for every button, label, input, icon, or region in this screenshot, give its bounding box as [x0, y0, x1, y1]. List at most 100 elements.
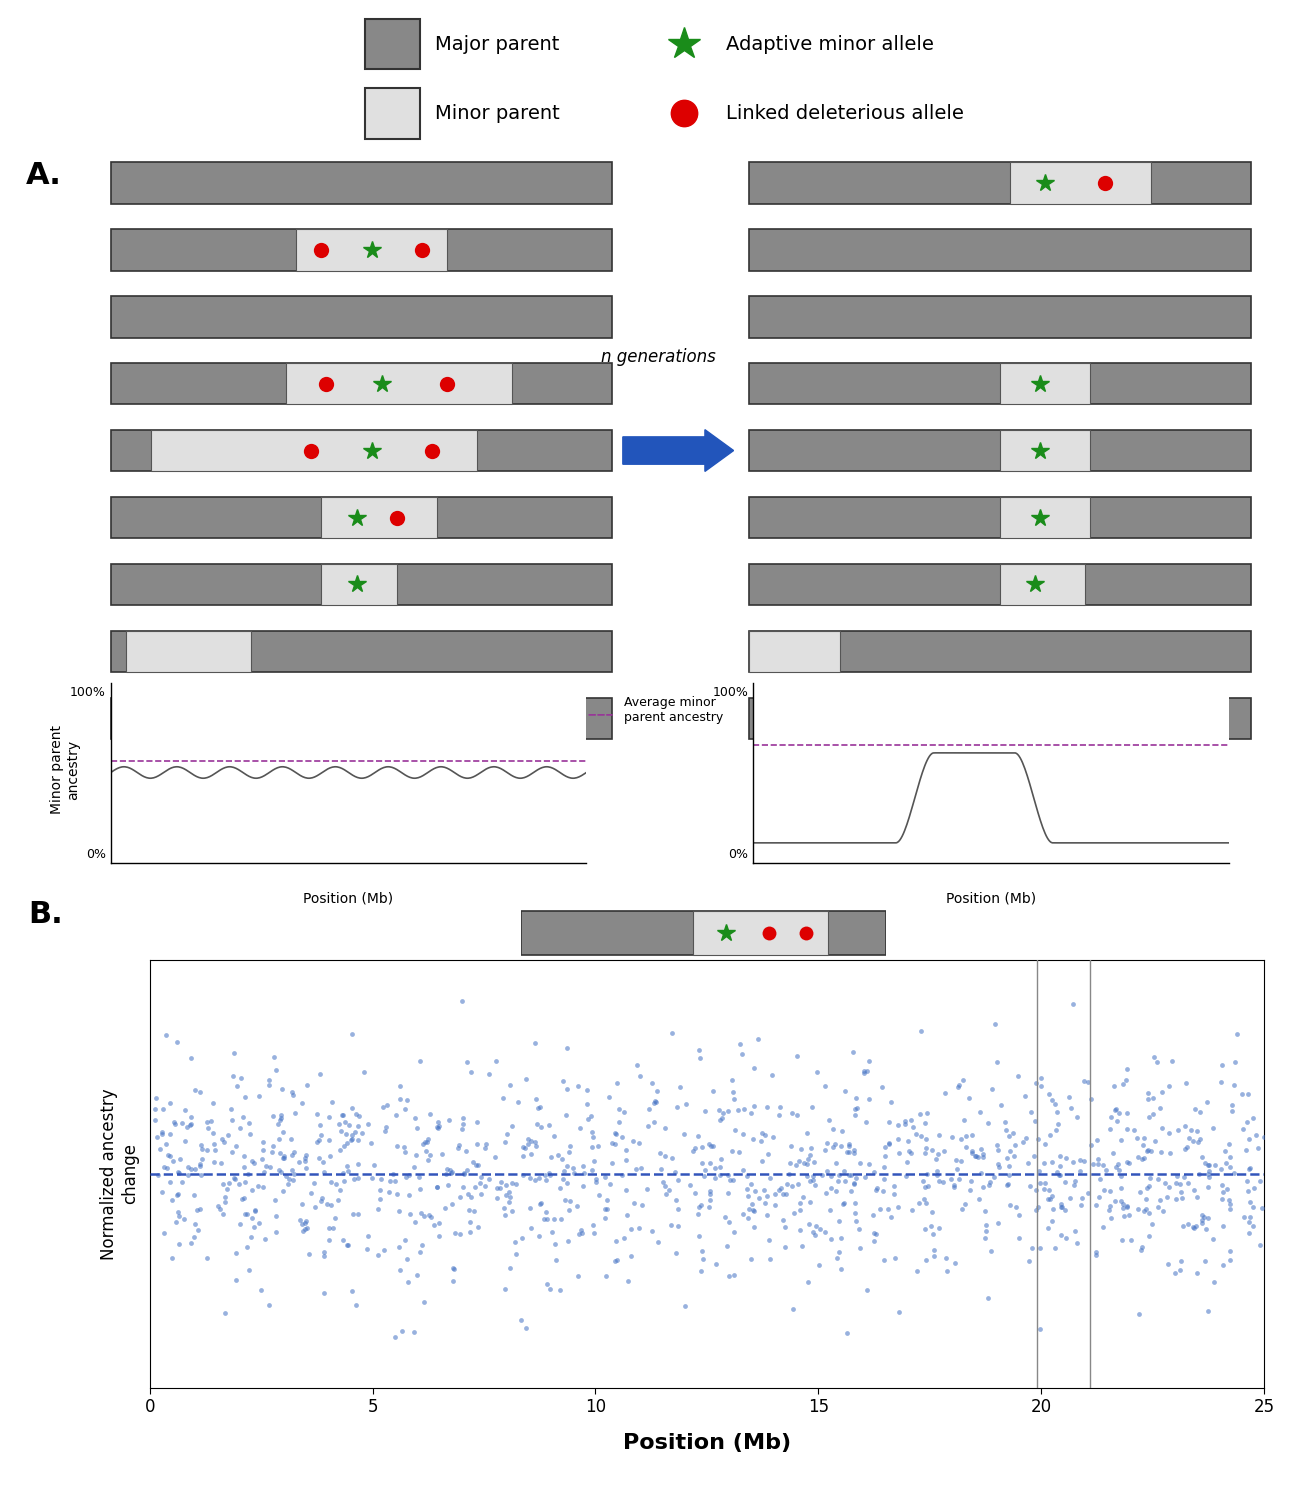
Point: [803, 1164, 823, 1188]
Point: [1237, 1168, 1257, 1192]
Point: [369, 1179, 390, 1203]
Point: [558, 1228, 579, 1252]
Point: [555, 1104, 576, 1128]
Point: [453, 1162, 474, 1186]
Point: [846, 1166, 866, 1190]
Point: [259, 1293, 280, 1317]
Point: [414, 1204, 435, 1228]
Point: [244, 1150, 265, 1174]
Point: [427, 1116, 448, 1140]
Point: [313, 1281, 334, 1305]
Point: [916, 1101, 937, 1125]
Point: [1055, 1170, 1076, 1194]
Point: [821, 1227, 842, 1251]
Point: [889, 1300, 909, 1324]
Point: [340, 1128, 361, 1152]
X-axis label: Position (Mb): Position (Mb): [623, 1432, 791, 1452]
Point: [212, 1126, 233, 1150]
Point: [190, 1152, 211, 1176]
Point: [207, 1194, 228, 1218]
Point: [429, 1210, 450, 1234]
Point: [451, 988, 472, 1012]
Point: [1239, 1126, 1260, 1150]
FancyBboxPatch shape: [365, 88, 420, 138]
Point: [421, 1204, 442, 1228]
Point: [258, 1072, 279, 1096]
Point: [778, 1161, 799, 1185]
Point: [573, 1154, 594, 1178]
Point: [877, 1197, 898, 1221]
Point: [748, 1186, 769, 1210]
Point: [727, 1098, 748, 1122]
Point: [584, 1221, 605, 1245]
Point: [980, 1170, 1001, 1194]
Point: [390, 1088, 410, 1112]
Point: [520, 1142, 541, 1166]
Point: [1243, 1176, 1264, 1200]
Point: [928, 1124, 949, 1148]
Point: [691, 1194, 711, 1218]
Point: [929, 1170, 950, 1194]
Point: [954, 1108, 975, 1132]
Point: [1166, 1164, 1187, 1188]
Point: [556, 1077, 577, 1101]
Point: [225, 1240, 246, 1264]
Point: [1100, 1179, 1121, 1203]
Point: [1041, 1184, 1062, 1208]
Point: [241, 1178, 262, 1202]
Point: [1061, 1096, 1081, 1120]
Point: [863, 1228, 883, 1252]
Point: [692, 1246, 713, 1270]
Point: [975, 1198, 995, 1222]
Point: [606, 1248, 627, 1272]
Point: [732, 1122, 753, 1146]
Point: [945, 1173, 966, 1197]
Point: [253, 1174, 274, 1198]
Point: [410, 1200, 431, 1224]
Point: [1174, 1166, 1195, 1190]
Point: [783, 1200, 804, 1224]
Point: [284, 1101, 305, 1125]
Point: [1158, 1074, 1179, 1098]
Point: [853, 1062, 874, 1086]
Point: [309, 1146, 330, 1170]
Point: [797, 1270, 818, 1294]
Point: [971, 1137, 992, 1161]
Point: [688, 1194, 709, 1218]
Point: [386, 1326, 407, 1350]
Point: [859, 1048, 880, 1072]
Point: [833, 1191, 853, 1215]
Point: [803, 1167, 823, 1191]
Point: [835, 1168, 856, 1192]
Point: [916, 1136, 937, 1160]
Point: [197, 1137, 218, 1161]
Point: [334, 1134, 354, 1158]
Point: [722, 1080, 743, 1104]
Point: [977, 1112, 998, 1136]
Point: [1145, 1130, 1166, 1154]
Point: [502, 1198, 523, 1222]
Point: [409, 1166, 430, 1190]
Point: [1220, 1144, 1240, 1168]
Point: [869, 1197, 890, 1221]
Point: [1037, 1216, 1058, 1240]
Point: [380, 1168, 401, 1192]
Point: [1143, 1044, 1164, 1068]
Point: [843, 1138, 864, 1162]
Point: [1192, 1208, 1213, 1231]
Point: [896, 1150, 917, 1174]
Point: [792, 1234, 813, 1258]
Point: [270, 1160, 291, 1184]
FancyBboxPatch shape: [749, 630, 839, 672]
FancyBboxPatch shape: [111, 564, 612, 606]
Point: [722, 1140, 743, 1164]
Point: [908, 1191, 929, 1215]
Point: [1175, 1114, 1196, 1138]
Point: [470, 1164, 491, 1188]
Point: [984, 1013, 1005, 1036]
Point: [843, 1142, 864, 1166]
Point: [758, 1228, 779, 1252]
Point: [332, 1228, 353, 1252]
Point: [184, 1226, 205, 1250]
Point: [1196, 1218, 1217, 1242]
